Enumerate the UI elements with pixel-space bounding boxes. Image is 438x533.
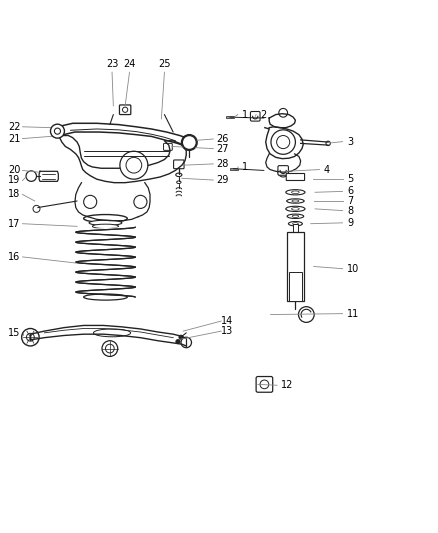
FancyBboxPatch shape: [173, 160, 184, 169]
FancyBboxPatch shape: [286, 174, 304, 181]
Ellipse shape: [177, 181, 181, 183]
Text: 9: 9: [347, 218, 353, 228]
Text: 6: 6: [347, 187, 353, 196]
Text: 8: 8: [347, 206, 353, 216]
FancyBboxPatch shape: [163, 143, 172, 150]
Circle shape: [278, 166, 288, 177]
Ellipse shape: [92, 224, 119, 229]
Circle shape: [123, 107, 128, 112]
Text: 19: 19: [8, 175, 20, 185]
Ellipse shape: [292, 191, 299, 193]
Ellipse shape: [84, 215, 127, 222]
Bar: [289, 272, 302, 302]
Circle shape: [102, 341, 118, 357]
Text: 28: 28: [216, 159, 228, 169]
Text: 1: 1: [242, 110, 248, 119]
FancyBboxPatch shape: [251, 111, 260, 121]
Circle shape: [33, 205, 40, 212]
Text: 15: 15: [8, 328, 20, 338]
Circle shape: [134, 195, 147, 208]
Text: 24: 24: [124, 59, 136, 69]
Text: 1: 1: [242, 162, 248, 172]
Text: 10: 10: [347, 264, 359, 273]
Circle shape: [120, 151, 148, 179]
Ellipse shape: [93, 329, 131, 337]
Circle shape: [106, 344, 114, 353]
Circle shape: [176, 340, 180, 344]
Ellipse shape: [292, 215, 299, 217]
Circle shape: [126, 157, 142, 173]
Circle shape: [298, 306, 314, 322]
Circle shape: [181, 135, 197, 150]
Circle shape: [279, 108, 288, 117]
Ellipse shape: [287, 214, 304, 219]
Text: 25: 25: [158, 59, 171, 69]
Text: 16: 16: [8, 252, 20, 262]
FancyBboxPatch shape: [256, 376, 273, 392]
Text: 27: 27: [216, 143, 229, 154]
Text: 29: 29: [216, 175, 228, 185]
Circle shape: [26, 333, 34, 341]
Ellipse shape: [286, 190, 305, 195]
FancyBboxPatch shape: [278, 166, 288, 175]
Ellipse shape: [292, 200, 299, 202]
Circle shape: [271, 130, 295, 154]
Bar: [287, 231, 304, 302]
Text: 13: 13: [221, 326, 233, 336]
Ellipse shape: [287, 199, 304, 203]
Bar: [226, 116, 234, 118]
Text: 11: 11: [347, 309, 359, 319]
Ellipse shape: [326, 141, 330, 146]
Circle shape: [182, 135, 196, 149]
Text: 4: 4: [324, 165, 330, 175]
Bar: [230, 168, 238, 170]
Circle shape: [54, 128, 60, 134]
Ellipse shape: [288, 222, 302, 226]
Text: 23: 23: [106, 59, 118, 69]
Text: 26: 26: [216, 134, 228, 144]
Bar: [293, 224, 298, 231]
Ellipse shape: [286, 206, 305, 212]
Circle shape: [179, 335, 183, 340]
Text: 22: 22: [8, 122, 20, 132]
Ellipse shape: [84, 294, 127, 300]
Text: 21: 21: [8, 134, 20, 143]
Text: 18: 18: [8, 189, 20, 199]
Text: 2: 2: [261, 110, 267, 119]
Text: 17: 17: [8, 219, 20, 229]
Text: 12: 12: [282, 380, 294, 390]
Ellipse shape: [293, 223, 298, 225]
Text: 5: 5: [347, 174, 353, 184]
Ellipse shape: [176, 173, 182, 176]
Text: 14: 14: [221, 316, 233, 326]
Circle shape: [84, 195, 97, 208]
Circle shape: [181, 337, 191, 348]
Circle shape: [50, 124, 64, 138]
Circle shape: [21, 328, 39, 346]
Text: 7: 7: [347, 196, 353, 206]
Circle shape: [277, 135, 290, 149]
Text: 20: 20: [8, 165, 20, 175]
Ellipse shape: [89, 220, 122, 225]
Circle shape: [26, 171, 36, 181]
Ellipse shape: [292, 207, 299, 210]
FancyBboxPatch shape: [120, 105, 131, 115]
Text: 3: 3: [347, 136, 353, 147]
Circle shape: [260, 380, 269, 389]
